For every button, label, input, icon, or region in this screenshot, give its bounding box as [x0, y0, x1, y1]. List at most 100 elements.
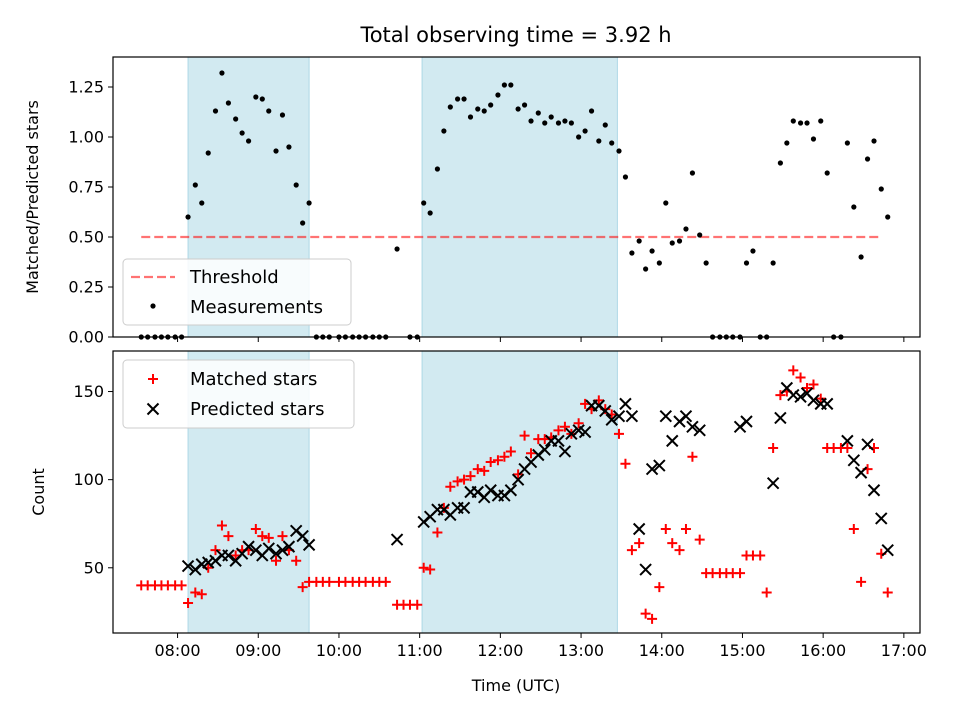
measurement-point — [421, 200, 427, 206]
measurement-point — [219, 70, 225, 76]
measurement-point — [178, 334, 185, 340]
count-y-tick-label: 100 — [73, 470, 104, 489]
matched-point — [190, 587, 201, 598]
matched-point — [291, 555, 302, 566]
x-tick-label: 08:00 — [155, 641, 201, 660]
predicted-point — [242, 540, 255, 553]
measurement-point — [165, 334, 171, 340]
measurement-point — [750, 248, 756, 254]
matched-point — [647, 613, 658, 624]
measurement-point — [225, 100, 232, 106]
measurement-point — [394, 246, 400, 252]
count-y-tick-label: 50 — [84, 558, 104, 577]
measurement-point — [764, 334, 770, 340]
predicted-point — [867, 484, 881, 497]
measurement-point — [205, 150, 211, 156]
measurement-point — [535, 110, 541, 116]
predicted-point — [653, 459, 666, 472]
measurement-point — [790, 118, 796, 124]
figure-title: Total observing time = 3.92 h — [359, 23, 671, 47]
predicted-point — [686, 420, 699, 433]
measurement-point — [717, 334, 723, 340]
count-shaded-interval — [421, 350, 618, 634]
matched-point — [196, 589, 207, 600]
matched-point — [775, 390, 786, 401]
measurement-point — [757, 334, 763, 340]
matched-point — [210, 545, 221, 556]
measurement-point — [858, 254, 864, 260]
measurement-point — [609, 140, 615, 146]
measurement-point — [501, 82, 507, 88]
matched-point — [808, 379, 819, 390]
measurement-point — [342, 334, 349, 340]
measurement-point — [810, 136, 817, 142]
legend-frame — [122, 359, 355, 429]
matched-point — [667, 538, 678, 549]
measurement-point — [326, 334, 332, 340]
x-tick-label: 14:00 — [639, 641, 685, 660]
measurement-point — [461, 96, 467, 102]
predicted-point — [794, 390, 807, 404]
predicted-point — [558, 445, 572, 458]
predicted-point — [875, 512, 888, 525]
matched-point — [445, 481, 456, 492]
measurement-point — [336, 334, 342, 340]
ratio-plot-frame — [112, 56, 921, 338]
matched-point — [472, 464, 483, 475]
legend-threshold-label: Threshold — [189, 267, 279, 288]
measurement-point — [831, 334, 837, 340]
measurement-point — [508, 82, 514, 88]
predicted-point — [578, 425, 592, 439]
measurement-point — [528, 118, 534, 124]
measurement-point — [158, 334, 165, 340]
measurement-point — [542, 120, 548, 126]
measurement-point — [555, 120, 562, 126]
predicted-point — [599, 404, 612, 418]
ratio-y-tick-label: 1.25 — [68, 78, 104, 97]
measurement-point — [475, 106, 481, 112]
measurement-point — [777, 160, 783, 166]
predicted-point — [861, 438, 874, 451]
measurement-point — [616, 148, 622, 154]
measurement-point — [441, 128, 447, 134]
ratio-y-tick-label: 0.75 — [68, 178, 104, 197]
matched-point — [573, 418, 584, 429]
x-tick-label: 16:00 — [800, 641, 846, 660]
measurement-point — [414, 334, 420, 340]
matched-point — [324, 576, 335, 587]
predicted-point — [612, 410, 626, 423]
matched-point — [687, 451, 698, 462]
matched-point — [526, 448, 537, 459]
predicted-point — [645, 462, 659, 476]
matched-point — [815, 393, 826, 404]
matched-point — [795, 372, 806, 383]
measurement-point — [495, 92, 501, 98]
measurement-point — [703, 260, 709, 266]
legend-predicted-label: Predicted stars — [190, 399, 324, 420]
predicted-point — [222, 549, 235, 562]
predicted-point — [619, 397, 632, 411]
measurement-point — [152, 334, 158, 340]
predicted-point — [841, 434, 854, 448]
measurement-point — [649, 248, 655, 254]
matched-point — [418, 562, 429, 573]
measurement-point — [568, 120, 574, 126]
matched-point — [694, 534, 705, 545]
measurement-point — [804, 120, 810, 126]
measurement-point — [434, 166, 441, 172]
predicted-point — [740, 415, 753, 428]
x-tick-label: 13:00 — [558, 641, 604, 660]
matched-point — [176, 580, 187, 591]
ratio-y-tick-label: 0.00 — [68, 328, 104, 347]
measurement-point — [878, 186, 884, 192]
predicted-point — [276, 543, 289, 557]
matched-point — [755, 550, 766, 561]
matched-point — [271, 555, 282, 566]
measurement-point — [521, 102, 528, 108]
predicted-point — [774, 411, 787, 425]
matched-point — [485, 457, 496, 468]
matched-point — [425, 564, 436, 575]
measurement-point — [313, 334, 319, 340]
measurement-point — [212, 108, 219, 114]
measurement-point — [676, 238, 683, 244]
